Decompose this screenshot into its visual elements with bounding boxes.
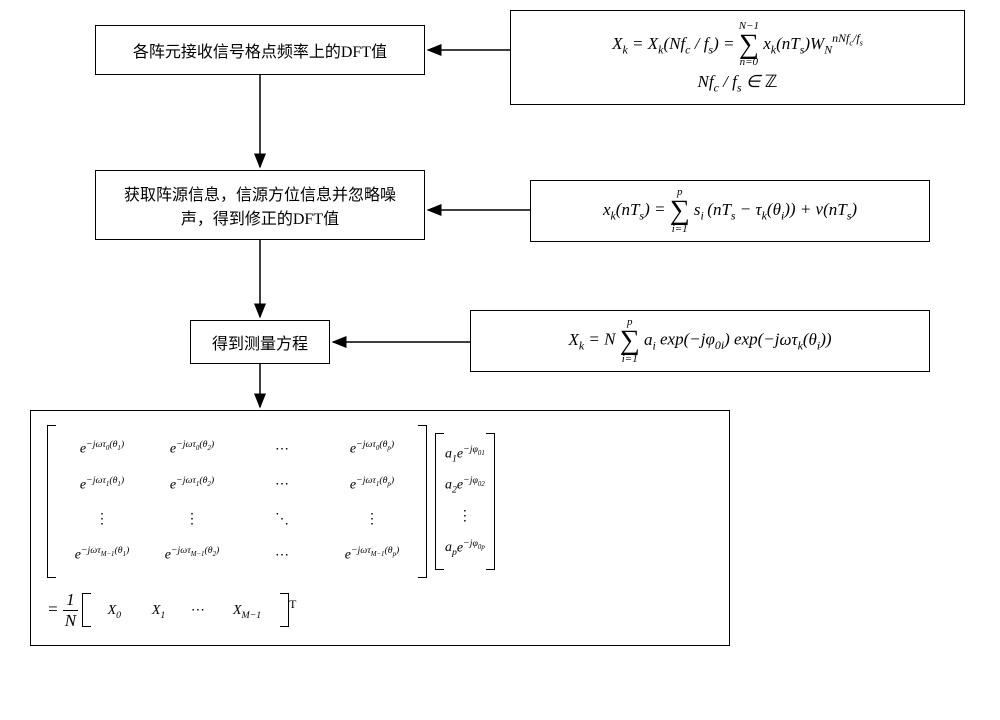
equation-2: xk(nTs) = p∑i=1 si (nTs − τk(θi)) + v(nT… (530, 180, 930, 242)
eq4-vector: a1e−jφ01 a2e−jφ02 ⋮ ape−jφ0p (435, 433, 495, 570)
eq1-line2: Nfc / fs ∈ ℤ (698, 72, 778, 95)
node-corrected-dft-label: 获取阵源信息，信源方位信息并忽略噪 声，得到修正的DFT值 (124, 181, 396, 229)
node-measurement-label: 得到测量方程 (212, 330, 308, 354)
eq4-rhs: = 1N X0 X1 ⋯ XM−1 T (47, 590, 713, 631)
eq3-content: Xk = N p∑i=1 ai exp(−jφ0i) exp(−jωτk(θi)… (568, 317, 831, 364)
node-dft-values: 各阵元接收信号格点频率上的DFT值 (95, 25, 425, 75)
eq1-line1: Xk = Xk(Nfc / fs) = N−1∑n=0 xk(nTs)WNnNf… (612, 34, 863, 53)
eq4-matrix-row: e−jωτ0(θ1)e−jωτ0(θ2)⋯e−jωτ0(θp) e−jωτ1(θ… (47, 425, 713, 578)
equation-3: Xk = N p∑i=1 ai exp(−jφ0i) exp(−jωτk(θi)… (470, 310, 930, 372)
equation-4: e−jωτ0(θ1)e−jωτ0(θ2)⋯e−jωτ0(θp) e−jωτ1(θ… (30, 410, 730, 646)
equation-1: Xk = Xk(Nfc / fs) = N−1∑n=0 xk(nTs)WNnNf… (510, 10, 965, 105)
eq4-matrix-A: e−jωτ0(θ1)e−jωτ0(θ2)⋯e−jωτ0(θp) e−jωτ1(θ… (47, 425, 427, 578)
node-measurement-eq: 得到测量方程 (190, 320, 330, 364)
node-corrected-dft: 获取阵源信息，信源方位信息并忽略噪 声，得到修正的DFT值 (95, 170, 425, 240)
node-dft-label: 各阵元接收信号格点频率上的DFT值 (133, 38, 387, 62)
eq2-content: xk(nTs) = p∑i=1 si (nTs − τk(θi)) + v(nT… (603, 187, 857, 234)
